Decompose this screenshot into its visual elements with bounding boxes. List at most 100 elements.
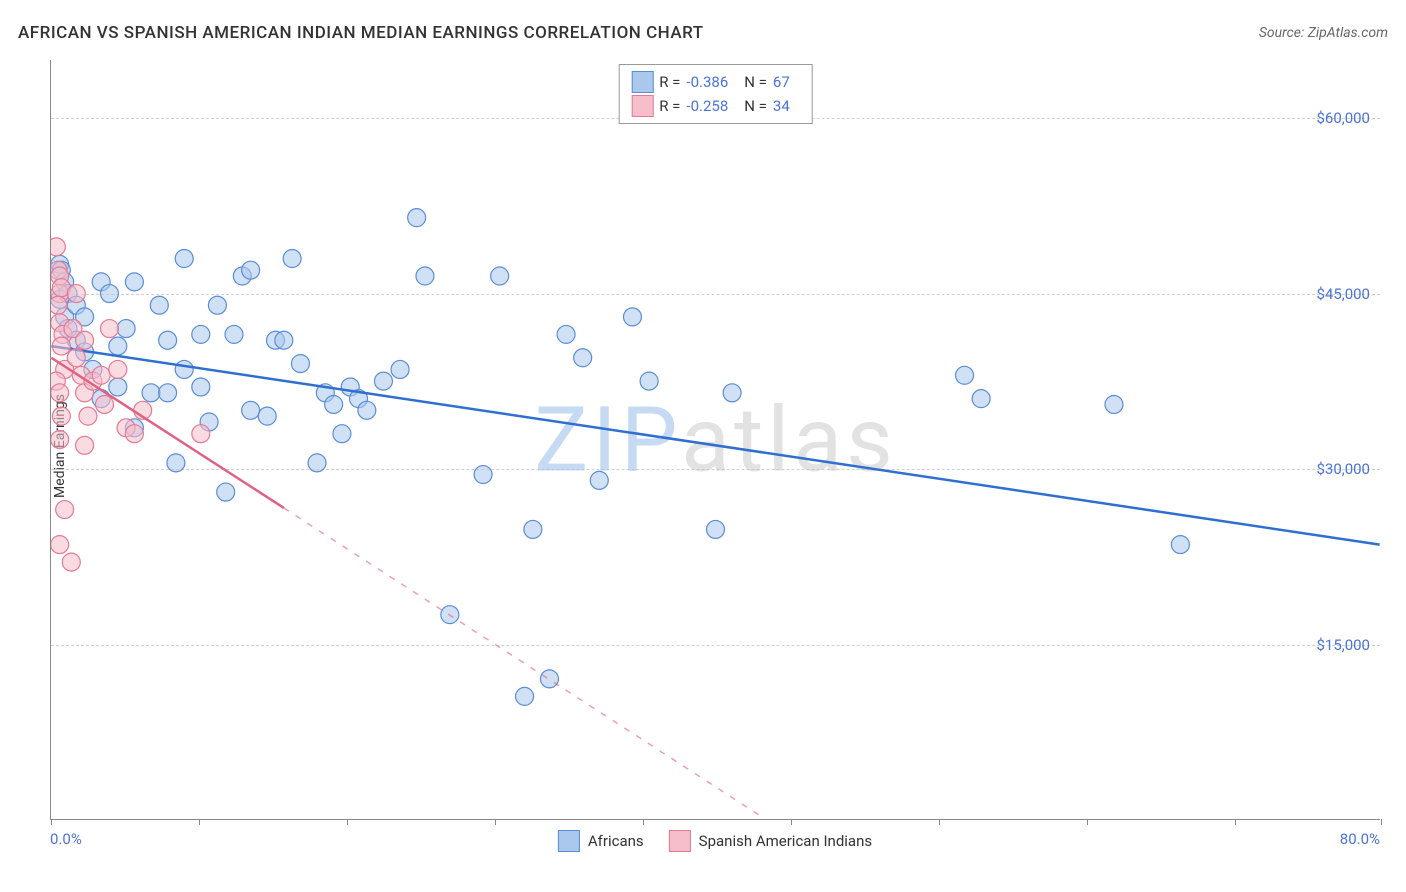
scatter-point-africans xyxy=(208,296,226,314)
scatter-point-spanish-american-indians xyxy=(51,384,69,402)
legend-swatch xyxy=(558,830,580,852)
scatter-point-africans xyxy=(358,401,376,419)
scatter-point-africans xyxy=(109,378,127,396)
x-tick xyxy=(643,819,644,825)
scatter-point-africans xyxy=(308,454,326,472)
x-tick xyxy=(495,819,496,825)
n-label: N = xyxy=(744,97,767,115)
r-label: R = xyxy=(659,97,680,115)
scatter-point-spanish-american-indians xyxy=(52,337,70,355)
scatter-point-africans xyxy=(167,454,185,472)
scatter-point-spanish-american-indians xyxy=(92,366,110,384)
scatter-point-africans xyxy=(225,325,243,343)
scatter-point-africans xyxy=(474,466,492,484)
scatter-point-africans xyxy=(557,325,575,343)
scatter-point-africans xyxy=(325,395,343,413)
x-tick xyxy=(939,819,940,825)
scatter-point-africans xyxy=(333,425,351,443)
x-tick xyxy=(1087,819,1088,825)
scatter-point-africans xyxy=(117,320,135,338)
scatter-point-africans xyxy=(516,687,534,705)
scatter-point-africans xyxy=(1171,536,1189,554)
scatter-point-spanish-american-indians xyxy=(109,360,127,378)
scatter-point-africans xyxy=(540,670,558,688)
scatter-point-africans xyxy=(217,483,235,501)
x-tick xyxy=(791,819,792,825)
scatter-point-africans xyxy=(125,273,143,291)
scatter-point-spanish-american-indians xyxy=(79,407,97,425)
scatter-point-africans xyxy=(242,401,260,419)
scatter-point-spanish-american-indians xyxy=(51,296,67,314)
scatter-point-spanish-american-indians xyxy=(51,431,69,449)
r-value: -0.258 xyxy=(686,97,738,115)
trend-line-dashed-spanish-american-indians xyxy=(284,508,765,819)
scatter-point-africans xyxy=(623,308,641,326)
legend-label: Spanish American Indians xyxy=(699,832,872,850)
scatter-point-africans xyxy=(109,337,127,355)
scatter-point-africans xyxy=(142,384,160,402)
scatter-point-africans xyxy=(291,355,309,373)
r-value: -0.386 xyxy=(686,73,738,91)
n-label: N = xyxy=(744,73,767,91)
scatter-point-africans xyxy=(192,325,210,343)
scatter-point-africans xyxy=(707,520,725,538)
scatter-point-africans xyxy=(100,285,118,303)
scatter-point-africans xyxy=(590,471,608,489)
scatter-point-africans xyxy=(723,384,741,402)
series-legend: Africans Spanish American Indians xyxy=(558,830,872,852)
chart-container: AFRICAN VS SPANISH AMERICAN INDIAN MEDIA… xyxy=(0,0,1406,892)
scatter-point-africans xyxy=(491,267,509,285)
stats-legend: R = -0.386 N = 67 R = -0.258 N = 34 xyxy=(618,64,813,124)
plot-area: ZIPatlas R =-0.386N =67R =-0.258N =34 $1… xyxy=(50,60,1380,820)
x-tick xyxy=(347,819,348,825)
scatter-point-spanish-american-indians xyxy=(67,349,85,367)
scatter-point-africans xyxy=(524,520,542,538)
scatter-point-spanish-american-indians xyxy=(125,425,143,443)
legend-swatch xyxy=(631,71,653,93)
scatter-point-africans xyxy=(258,407,276,425)
n-value: 34 xyxy=(773,97,800,115)
x-axis-max-label: 80.0% xyxy=(1340,830,1380,848)
scatter-point-africans xyxy=(192,378,210,396)
source-label: Source: ZipAtlas.com xyxy=(1259,25,1388,41)
scatter-point-africans xyxy=(408,209,426,227)
scatter-point-africans xyxy=(175,250,193,268)
stats-legend-row: R = -0.258 N = 34 xyxy=(631,94,800,118)
scatter-point-spanish-american-indians xyxy=(51,238,65,256)
legend-label: Africans xyxy=(588,832,644,850)
n-value: 67 xyxy=(773,73,800,91)
x-tick xyxy=(51,819,52,825)
x-tick xyxy=(1235,819,1236,825)
scatter-point-africans xyxy=(242,261,260,279)
trend-line-spanish-american-indians xyxy=(51,358,283,508)
scatter-point-africans xyxy=(150,296,168,314)
trend-line-africans xyxy=(51,346,1379,545)
legend-item: Spanish American Indians xyxy=(669,830,872,852)
scatter-point-africans xyxy=(1105,395,1123,413)
stats-legend-row: R = -0.386 N = 67 xyxy=(631,70,800,94)
legend-swatch xyxy=(631,95,653,117)
scatter-point-africans xyxy=(175,360,193,378)
legend-item: Africans xyxy=(558,830,644,852)
chart-title: AFRICAN VS SPANISH AMERICAN INDIAN MEDIA… xyxy=(18,23,704,43)
legend-swatch xyxy=(669,830,691,852)
x-tick xyxy=(199,819,200,825)
scatter-point-africans xyxy=(159,384,177,402)
scatter-point-africans xyxy=(159,331,177,349)
scatter-point-spanish-american-indians xyxy=(76,436,94,454)
scatter-point-spanish-american-indians xyxy=(67,285,85,303)
scatter-point-spanish-american-indians xyxy=(52,407,70,425)
chart-header: AFRICAN VS SPANISH AMERICAN INDIAN MEDIA… xyxy=(18,18,1388,48)
plot-svg xyxy=(51,60,1380,819)
scatter-point-spanish-american-indians xyxy=(51,536,69,554)
scatter-point-spanish-american-indians xyxy=(62,553,80,571)
scatter-point-africans xyxy=(972,390,990,408)
scatter-point-africans xyxy=(640,372,658,390)
scatter-point-africans xyxy=(283,250,301,268)
scatter-point-spanish-american-indians xyxy=(96,395,114,413)
scatter-point-spanish-american-indians xyxy=(192,425,210,443)
x-axis-row: 0.0% AfricansSpanish American Indians 80… xyxy=(50,830,1380,870)
scatter-point-spanish-american-indians xyxy=(76,331,94,349)
scatter-point-africans xyxy=(416,267,434,285)
r-label: R = xyxy=(659,73,680,91)
